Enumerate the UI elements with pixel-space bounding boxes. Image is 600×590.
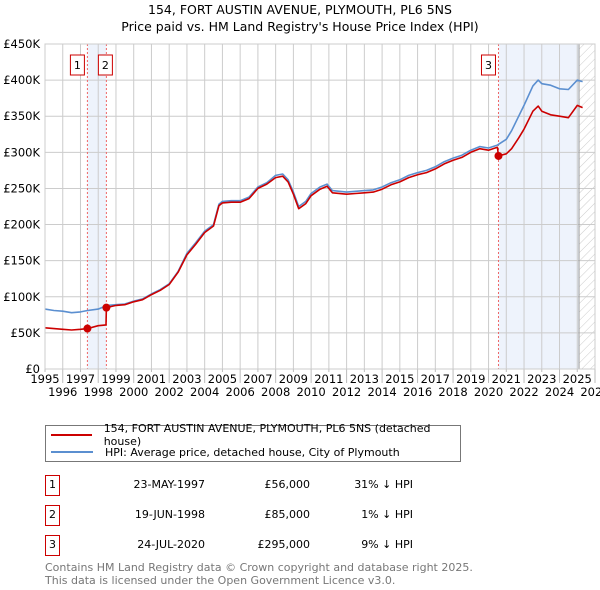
x-tick-label: 2011 (314, 372, 343, 386)
transaction-marker: 3 (45, 535, 60, 556)
sale-label-box (69, 54, 85, 76)
x-tick-label: 2016 (403, 385, 432, 399)
x-tick-label: 2001 (137, 372, 166, 386)
x-tick-label: 2017 (421, 372, 450, 386)
x-tick-label: 2006 (226, 385, 255, 399)
y-tick-label: £0 (25, 362, 40, 376)
sale-label: 1 (74, 59, 81, 72)
shaded-period (498, 44, 580, 369)
sale-label-box (480, 54, 496, 76)
transaction-hpi-diff: 9% ↓ HPI (361, 538, 413, 551)
x-tick-label: 2010 (296, 385, 325, 399)
chart-legend: 154, FORT AUSTIN AVENUE, PLYMOUTH, PL6 5… (45, 422, 461, 462)
chart-title: 154, FORT AUSTIN AVENUE, PLYMOUTH, PL6 5… (148, 2, 452, 17)
legend-label-property: 154, FORT AUSTIN AVENUE, PLYMOUTH, PL6 5… (103, 422, 431, 448)
x-tick-label: 2005 (208, 372, 237, 386)
x-tick-label: 1996 (48, 385, 77, 399)
x-tick-label: 2025 (563, 372, 592, 386)
legend-label-hpi: HPI: Average price, detached house, City… (105, 445, 400, 459)
x-tick-label: 2013 (350, 372, 379, 386)
transaction-marker: 1 (45, 475, 60, 496)
x-tick-label: 1995 (30, 372, 59, 386)
legend-swatch-property (51, 434, 92, 436)
x-tick-label: 2018 (438, 385, 467, 399)
legend-swatch-hpi (51, 451, 93, 453)
y-tick-label: £150K (3, 254, 40, 268)
sale-point (494, 151, 503, 160)
x-tick-label: 2023 (527, 372, 556, 386)
footer: Contains HM Land Registry data © Crown c… (45, 561, 473, 587)
x-tick-label: 2003 (172, 372, 201, 386)
y-tick-label: £100K (3, 290, 40, 304)
transaction-date: 19-JUN-1998 (134, 508, 205, 521)
transaction-row: 1 23-MAY-1997 £56,000 31% ↓ HPI (45, 475, 445, 496)
y-tick-label: £350K (3, 109, 40, 123)
y-tick-label: £300K (3, 145, 40, 159)
x-tick-label: 2024 (545, 385, 574, 399)
x-tick-label: 2007 (243, 372, 272, 386)
x-tick-label: 2004 (190, 385, 219, 399)
x-tick-label: 2026 (580, 385, 600, 399)
y-tick-label: £250K (3, 181, 40, 195)
sale-label: 3 (485, 59, 492, 72)
footer-copyright: Contains HM Land Registry data © Crown c… (45, 561, 473, 574)
price-chart: 1995199619971998199920002001200220032004… (3, 37, 600, 399)
x-tick-label: 2009 (279, 372, 308, 386)
transaction-hpi-diff: 1% ↓ HPI (361, 508, 413, 521)
transaction-date: 24-JUL-2020 (137, 538, 205, 551)
x-tick-label: 2015 (385, 372, 414, 386)
sale-label: 2 (102, 59, 109, 72)
x-tick-label: 1998 (84, 385, 113, 399)
y-tick-label: £450K (3, 37, 40, 51)
x-tick-label: 1999 (101, 372, 130, 386)
x-tick-label: 2008 (261, 385, 290, 399)
y-tick-label: £400K (3, 73, 40, 87)
sale-label-box (97, 54, 113, 76)
x-tick-label: 1997 (66, 372, 95, 386)
x-tick-label: 2022 (509, 385, 538, 399)
x-tick-label: 2000 (119, 385, 148, 399)
transaction-date: 23-MAY-1997 (133, 478, 205, 491)
x-tick-label: 2021 (492, 372, 521, 386)
y-tick-label: £50K (11, 326, 41, 340)
transaction-marker: 2 (45, 505, 60, 526)
x-tick-label: 2002 (155, 385, 184, 399)
sale-point (102, 303, 111, 312)
sale-point (83, 324, 92, 333)
x-tick-label: 2014 (367, 385, 396, 399)
transaction-row: 3 24-JUL-2020 £295,000 9% ↓ HPI (45, 535, 445, 556)
property-price-line (44, 104, 583, 331)
transaction-row: 2 19-JUN-1998 £85,000 1% ↓ HPI (45, 505, 445, 526)
chart-subtitle: Price paid vs. HM Land Registry's House … (121, 19, 479, 34)
shaded-period (87, 44, 107, 369)
y-tick-label: £200K (3, 218, 40, 232)
legend-item-hpi: HPI: Average price, detached house, City… (46, 444, 400, 460)
legend-item-property: 154, FORT AUSTIN AVENUE, PLYMOUTH, PL6 5… (46, 422, 460, 448)
transaction-price: £85,000 (264, 508, 311, 521)
forecast-hatch (579, 44, 595, 369)
x-tick-label: 2020 (474, 385, 503, 399)
footer-licence: This data is licensed under the Open Gov… (45, 574, 396, 587)
transaction-price: £56,000 (264, 478, 311, 491)
transaction-price: £295,000 (257, 538, 311, 551)
x-tick-label: 2012 (332, 385, 361, 399)
x-tick-label: 2019 (456, 372, 485, 386)
plot-frame (44, 43, 596, 370)
transaction-hpi-diff: 31% ↓ HPI (354, 478, 413, 491)
